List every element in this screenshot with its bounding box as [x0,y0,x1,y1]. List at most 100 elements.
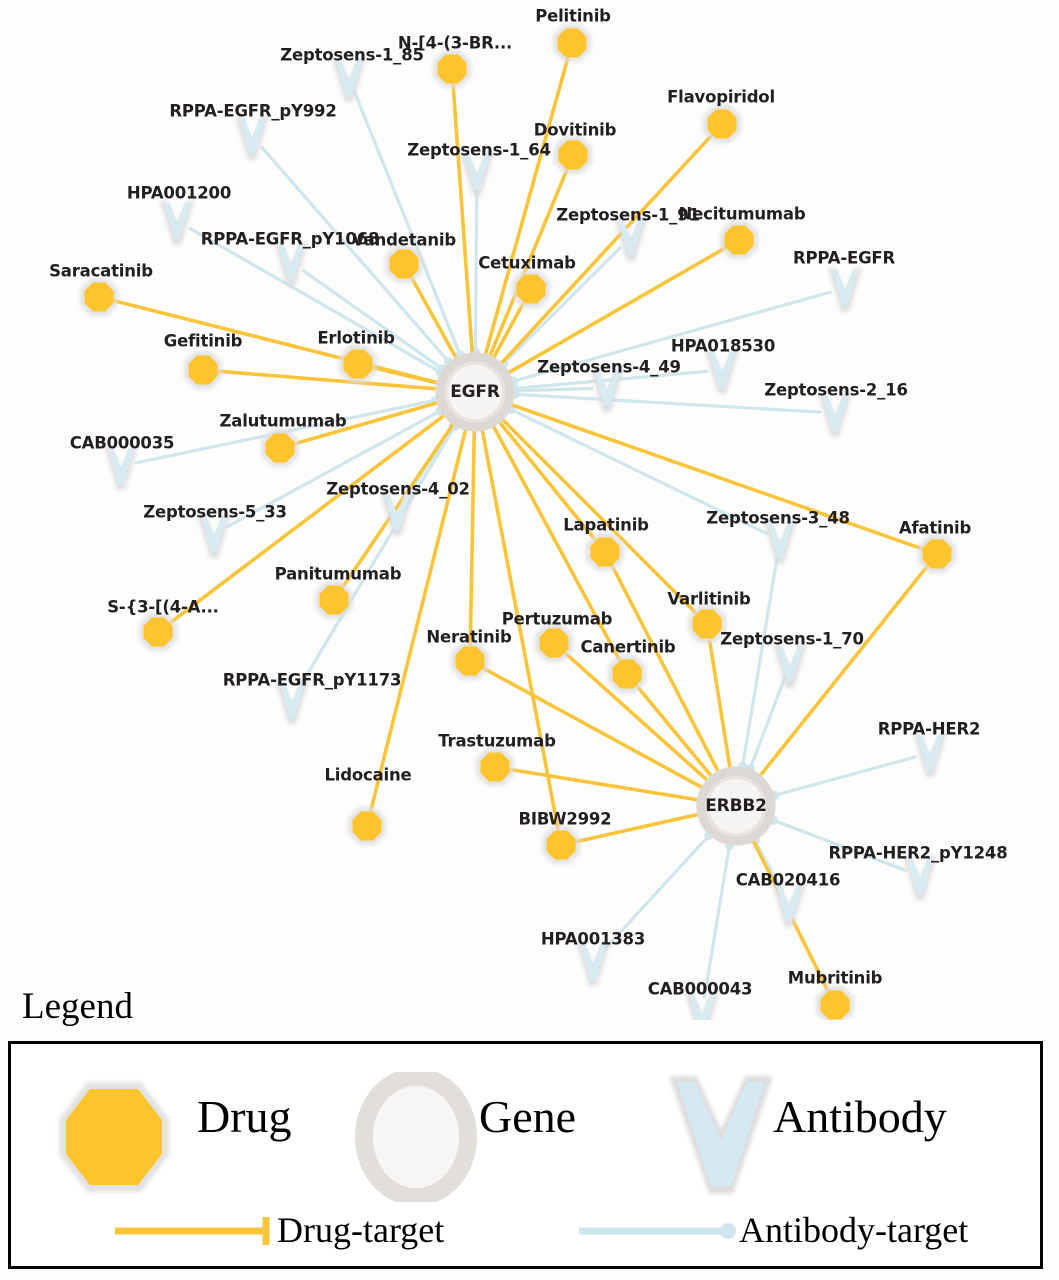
antibody-target-edge [514,386,594,393]
antibody-node[interactable] [818,393,852,437]
legend-title: Legend [22,986,133,1027]
drug-node[interactable] [433,50,471,88]
drug-node[interactable] [339,345,377,383]
gene-glyph [355,1072,477,1202]
drug-node[interactable] [80,278,118,316]
drug-node[interactable] [261,429,299,467]
antibody-node[interactable] [773,644,807,688]
antibody-target-edge [601,834,711,953]
antibody-target-edge [514,392,822,414]
drug-node[interactable] [720,221,758,259]
legend-label-drug-target: Drug-target [277,1210,445,1250]
drug-node[interactable] [542,826,580,864]
drug-target-edge [480,429,561,832]
drug-node[interactable] [348,807,386,845]
drug-target-edge [498,421,598,543]
antibody-edges-group [134,90,917,999]
drug-node[interactable] [512,270,550,308]
drug-node[interactable] [553,24,591,62]
drug-target-edge [216,369,437,391]
drug-node[interactable] [554,136,592,174]
antibody-target-edge [774,755,917,798]
antibody-target-edge [297,425,456,689]
drug-node[interactable] [608,655,646,693]
drug-node[interactable] [385,245,423,283]
drug-edges-group [112,56,930,994]
drug-target-edge [483,56,570,355]
drug-target-edge [758,563,930,777]
drug-target-edge [508,767,698,802]
antibody-node[interactable] [274,242,308,286]
drug-target-edge [292,401,439,446]
antibody-node[interactable] [104,446,138,490]
antibody-node[interactable] [903,856,937,900]
drug-target-edge-glyph [115,1217,270,1245]
drug-target-edge [501,418,699,616]
antibody-node[interactable] [197,514,231,558]
antibody-node[interactable] [685,992,719,1020]
antibody-node[interactable] [160,201,194,245]
antibody-node[interactable] [460,152,494,196]
drug-target-edge [468,430,477,648]
antibody-target-edge [510,408,769,536]
drug-node[interactable] [476,748,514,786]
antibody-node[interactable] [705,350,739,394]
drug-target-edge [574,812,699,844]
legend-label-gene: Gene [479,1091,577,1142]
drug-node[interactable] [816,986,854,1020]
antibody-target-edge [748,676,787,770]
antibody-node[interactable] [380,492,414,536]
antibody-node[interactable] [828,268,862,312]
legend-box: Drug Gene Antibody Drug-target Antibody-… [8,1041,1043,1269]
drug-target-edge [563,650,709,782]
antibody-nodes-group[interactable] [104,58,947,1020]
drug-target-edge [634,683,713,778]
drug-node[interactable] [703,105,741,143]
antibody-target-edge [225,409,441,529]
antibody-node[interactable] [576,942,610,986]
drug-node[interactable] [315,581,353,619]
drug-node[interactable] [586,533,624,571]
network-canvas[interactable] [0,0,1059,1020]
antibody-node[interactable] [913,733,947,777]
antibody-node[interactable] [614,217,648,261]
gene-node[interactable] [435,352,515,432]
drug-node[interactable] [139,613,177,651]
antibody-node[interactable] [275,680,309,724]
drug-target-edge [168,414,445,625]
drug-target-edge [488,167,570,357]
drug-node[interactable] [688,605,726,643]
antibody-node[interactable] [772,883,806,927]
legend: Legend Drug Gene Antibody Drug-target [0,985,1059,1280]
gene-nodes-group[interactable] [435,352,776,846]
drug-target-edge [500,133,714,365]
antibody-node[interactable] [763,520,797,564]
drug-target-edge [371,365,438,385]
antibody-target-edge [188,226,442,374]
antibody-target-edge [352,90,462,356]
legend-label-antibody: Antibody [773,1091,947,1142]
drug-nodes-group[interactable] [80,24,956,1020]
antibody-node[interactable] [590,368,624,412]
antibody-target-edge [259,145,450,363]
antibody-glyph [669,1076,773,1194]
drug-node[interactable] [451,642,489,680]
drug-glyph [59,1082,169,1192]
drug-target-edge [609,563,720,773]
drug-target-edge [511,403,925,552]
drug-node[interactable] [535,624,573,662]
gene-node[interactable] [696,766,776,846]
antibody-target-edge [513,290,832,383]
antibody-target-edge [473,185,479,353]
drug-target-edge [340,423,455,590]
antibody-node[interactable] [332,58,366,102]
antibody-node[interactable] [235,116,269,160]
legend-label-drug: Drug [197,1091,292,1142]
drug-target-edge [368,429,468,813]
antibody-target-edge [753,840,784,892]
drug-node[interactable] [918,535,956,573]
antibody-target-edge-glyph [579,1223,736,1239]
drug-node[interactable] [184,351,222,389]
drug-target-edge [481,666,703,789]
antibody-target-edge [502,245,623,365]
